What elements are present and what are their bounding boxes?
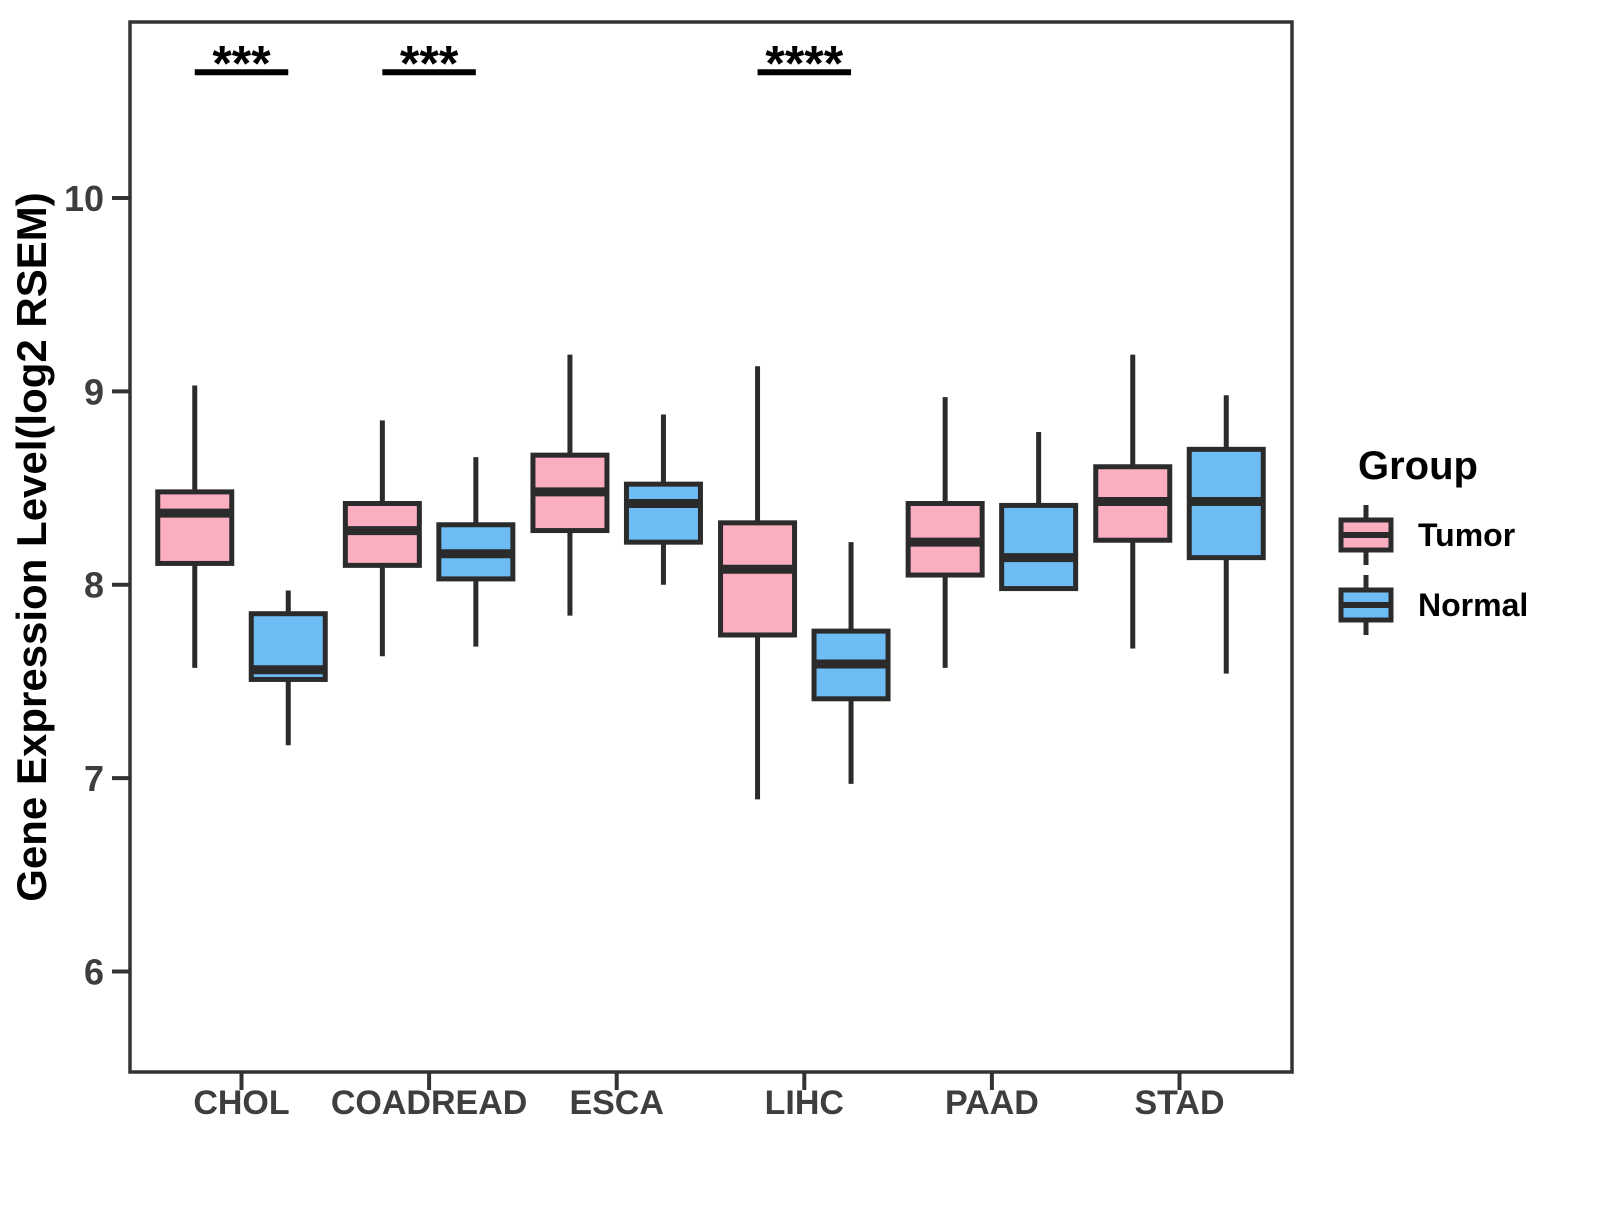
box-STAD-Tumor — [1093, 354, 1173, 649]
y-tick-label: 7 — [84, 758, 104, 799]
normal-boxplot-swatch-icon — [1338, 575, 1394, 635]
box-STAD-Normal — [1186, 395, 1266, 674]
y-tick-label: 8 — [84, 565, 104, 606]
box-PAAD-Tumor — [905, 397, 985, 668]
iqr-box — [155, 489, 235, 566]
significance-stars-CHOL: *** — [212, 35, 271, 91]
iqr-box — [623, 481, 703, 545]
x-tick-label-STAD: STAD — [1134, 1084, 1224, 1122]
tumor-boxplot-swatch-icon — [1338, 505, 1394, 565]
x-tick-label-PAAD: PAAD — [945, 1084, 1039, 1122]
x-tick-label-ESCA: ESCA — [569, 1084, 663, 1122]
legend-label-normal: Normal — [1418, 586, 1529, 623]
iqr-box — [718, 520, 798, 638]
y-tick-label: 6 — [84, 951, 104, 992]
legend-label-tumor: Tumor — [1418, 516, 1516, 553]
y-axis-title: Gene Expression Level(log2 RSEM) — [8, 192, 55, 902]
box-CHOL-Normal — [248, 590, 328, 746]
box-CHOL-Tumor — [155, 385, 235, 668]
significance-stars-COADREAD: *** — [400, 35, 459, 91]
box-LIHC-Tumor — [718, 366, 798, 800]
box-COADREAD-Normal — [436, 457, 516, 647]
x-tick-label-CHOL: CHOL — [193, 1084, 289, 1122]
legend: Group Tumor Normal — [1336, 444, 1528, 643]
y-tick-label: 9 — [84, 371, 104, 412]
box-LIHC-Normal — [811, 542, 891, 784]
x-tick-label-LIHC: LIHC — [765, 1084, 844, 1122]
iqr-box — [999, 502, 1079, 592]
box-ESCA-Normal — [623, 414, 703, 585]
legend-title: Group — [1358, 444, 1478, 488]
legend-entry-normal: Normal — [1336, 573, 1528, 637]
box-PAAD-Normal — [999, 431, 1079, 592]
y-tick-label: 10 — [64, 178, 104, 219]
x-tick-label-COADREAD: COADREAD — [331, 1084, 527, 1122]
significance-stars-LIHC: **** — [765, 35, 843, 91]
box-ESCA-Tumor — [530, 354, 610, 616]
panel-border — [128, 20, 1294, 1074]
legend-entry-tumor: Tumor — [1336, 503, 1528, 567]
box-COADREAD-Tumor — [342, 420, 422, 657]
